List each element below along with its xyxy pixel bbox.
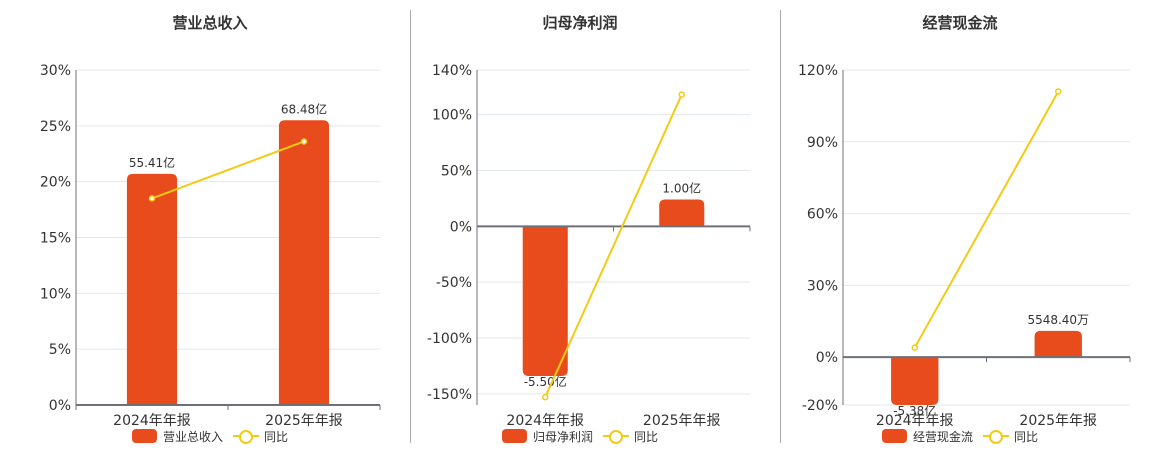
chart-title-cash-flow: 经营现金流 (922, 14, 998, 32)
line-legend-label: 同比 (634, 429, 659, 444)
bar-value-label: -5.38亿 (893, 403, 936, 418)
bar-legend-swatch (881, 429, 907, 443)
bar[interactable] (278, 120, 330, 405)
legend-net-profit[interactable]: 归母净利润 同比 (501, 428, 659, 444)
line-legend-circle-icon (983, 429, 1009, 444)
bar-value-label: 5548.40万 (1027, 313, 1089, 327)
bar-legend-swatch (131, 429, 157, 443)
bar[interactable] (891, 357, 939, 405)
x-category-label: 2024年年报 (506, 413, 584, 429)
x-category-label: 2025年年报 (1019, 413, 1097, 429)
legend-revenue[interactable]: 营业总收入 同比 (131, 428, 289, 444)
line-legend-circle-icon (233, 429, 259, 444)
bar-value-label: 55.41亿 (129, 155, 175, 170)
y-tick-label: 0% (450, 219, 472, 235)
bar-legend-label: 营业总收入 (162, 429, 223, 444)
bar[interactable] (659, 199, 705, 227)
panel-divider-2 (780, 10, 781, 443)
y-tick-label: 50% (441, 164, 472, 180)
yoy-point[interactable] (300, 138, 308, 145)
y-tick-label: 10% (40, 286, 71, 302)
x-category-label: 2025年年报 (265, 413, 343, 429)
x-category-label: 2024年年报 (113, 413, 191, 429)
y-tick-label: -20% (802, 398, 838, 414)
y-tick-label: 5% (49, 342, 71, 358)
y-tick-label: 30% (807, 278, 838, 294)
x-category-label: 2025年年报 (643, 413, 721, 429)
y-tick-label: 60% (807, 207, 838, 223)
legend-cash-flow[interactable]: 经营现金流 同比 (881, 428, 1039, 444)
yoy-point[interactable] (1055, 88, 1062, 95)
bar-value-label: 1.00亿 (662, 181, 701, 196)
bar[interactable] (522, 226, 568, 376)
chart-title-revenue: 营业总收入 (172, 14, 248, 32)
y-tick-label: 100% (432, 108, 472, 124)
line-legend-label: 同比 (264, 429, 289, 444)
chart-0: 0% 5% 10% 15% 20% 25% 30% 55.41亿 68.48亿 2024年年报 20… (40, 63, 381, 429)
bar[interactable] (126, 173, 178, 405)
y-tick-label: -150% (427, 387, 472, 403)
y-tick-label: 0% (49, 398, 71, 414)
chart-1: -150% -100% -50% 0% 50% 100% 140% -5.50亿 1.00亿 20… (427, 63, 751, 429)
y-tick-label: 90% (807, 135, 838, 151)
chart-title-net-profit: 归母净利润 (542, 14, 618, 32)
yoy-line (913, 91, 1060, 349)
x-category-label: 2024年年报 (876, 413, 954, 429)
bar-legend-swatch (501, 429, 527, 443)
line-legend-circle-icon (603, 429, 629, 444)
bar-legend-label: 经营现金流 (912, 429, 973, 444)
y-tick-label: 20% (40, 175, 71, 191)
line-legend-label: 同比 (1014, 429, 1039, 444)
bar-legend-label: 归母净利润 (532, 429, 593, 444)
panel-divider-1 (410, 10, 411, 443)
y-tick-label: 15% (40, 231, 71, 247)
y-tick-label: -50% (436, 275, 472, 291)
y-tick-label: 120% (798, 63, 838, 79)
yoy-line (151, 140, 305, 200)
yoy-line (544, 94, 683, 398)
y-tick-label: 140% (432, 63, 472, 79)
yoy-point[interactable] (148, 195, 156, 202)
yoy-point[interactable] (911, 344, 918, 351)
chart-2: -20% 0% 30% 60% 90% 120% -5.38亿 5548.40万 2024年年报… (798, 63, 1131, 429)
y-tick-label: 25% (40, 119, 71, 135)
yoy-point[interactable] (678, 91, 685, 98)
y-tick-label: 30% (40, 63, 71, 79)
bar-value-label: 68.48亿 (281, 101, 327, 116)
bar-value-label: -5.50亿 (524, 374, 567, 389)
y-tick-label: 0% (816, 350, 838, 366)
bar[interactable] (1034, 330, 1082, 358)
y-tick-label: -100% (427, 331, 472, 347)
yoy-point[interactable] (542, 393, 549, 401)
